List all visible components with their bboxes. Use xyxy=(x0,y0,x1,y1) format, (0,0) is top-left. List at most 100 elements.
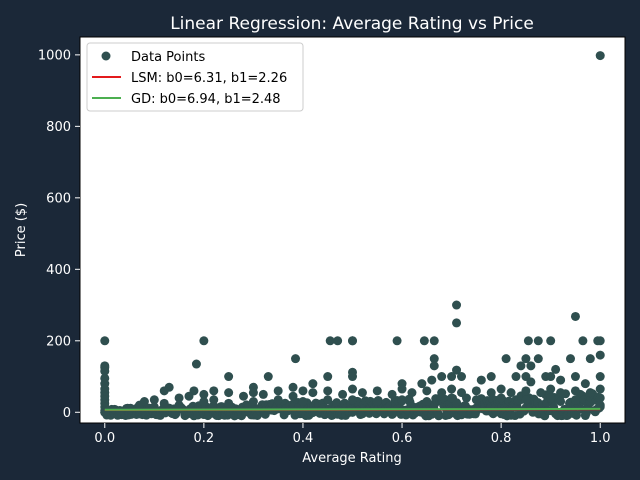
data-point xyxy=(546,372,556,382)
data-point xyxy=(419,336,429,346)
data-point xyxy=(191,359,201,369)
data-point xyxy=(427,375,437,385)
data-point xyxy=(387,389,397,399)
data-point xyxy=(533,354,543,364)
x-tick-label: 0.8 xyxy=(491,431,512,446)
y-tick-label: 600 xyxy=(46,191,71,206)
y-tick-label: 800 xyxy=(46,120,71,135)
data-point xyxy=(566,354,575,364)
data-point xyxy=(308,388,318,398)
data-point xyxy=(546,393,556,403)
data-point xyxy=(556,396,566,406)
data-point xyxy=(570,372,580,382)
data-point xyxy=(595,51,605,61)
data-point xyxy=(521,354,531,364)
y-tick-label: 400 xyxy=(46,263,71,278)
data-point xyxy=(595,384,605,394)
data-point xyxy=(580,379,590,389)
x-axis-ticks: 0.0 0.2 0.4 0.6 0.8 1.0 xyxy=(94,423,611,446)
plot-frame xyxy=(79,36,626,424)
data-point xyxy=(595,393,605,403)
data-point xyxy=(486,388,496,398)
data-point xyxy=(323,386,333,396)
data-point xyxy=(496,393,506,403)
data-point xyxy=(447,393,457,403)
data-point xyxy=(397,384,407,394)
data-point xyxy=(407,388,417,398)
data-point xyxy=(184,391,194,401)
legend-marker-data-points xyxy=(101,51,111,61)
data-point xyxy=(323,372,333,382)
data-point xyxy=(291,354,301,364)
data-point xyxy=(447,384,457,394)
data-point xyxy=(452,318,462,328)
chart-title: Linear Regression: Average Rating vs Pri… xyxy=(170,14,534,34)
data-point xyxy=(422,397,432,407)
data-point xyxy=(209,386,219,396)
data-point xyxy=(159,386,169,396)
data-point xyxy=(595,400,605,410)
legend-label-gd: GD: b0=6.94, b1=2.48 xyxy=(131,92,281,107)
data-point xyxy=(452,300,462,310)
data-point xyxy=(595,372,605,382)
plot-area xyxy=(79,36,626,424)
data-point xyxy=(224,372,234,382)
data-point xyxy=(595,350,605,360)
legend-box xyxy=(86,42,304,112)
data-point xyxy=(239,391,248,401)
data-point xyxy=(392,336,402,346)
data-point xyxy=(578,336,588,346)
data-point xyxy=(357,388,367,398)
data-point xyxy=(585,388,595,398)
data-point xyxy=(199,336,209,346)
data-point xyxy=(288,382,298,392)
data-point xyxy=(585,354,595,364)
data-point xyxy=(471,395,481,405)
regression-lines-layer xyxy=(104,407,601,412)
data-point xyxy=(325,336,335,346)
y-tick-label: 0 xyxy=(63,406,71,421)
data-point xyxy=(526,361,536,371)
y-tick-label: 200 xyxy=(46,334,71,349)
data-point xyxy=(437,372,447,382)
data-point xyxy=(570,311,580,321)
data-point xyxy=(323,395,333,405)
data-point xyxy=(429,354,439,364)
data-point xyxy=(429,336,439,346)
data-point xyxy=(570,386,580,396)
legend-label-data-points: Data Points xyxy=(131,50,205,65)
x-tick-label: 1.0 xyxy=(590,431,611,446)
data-point xyxy=(511,372,521,382)
data-point xyxy=(248,388,258,398)
data-point xyxy=(457,388,466,398)
data-point xyxy=(501,354,511,364)
x-tick-label: 0.6 xyxy=(392,431,413,446)
legend-label-lsm: LSM: b0=6.31, b1=2.26 xyxy=(131,71,287,86)
data-point xyxy=(209,395,219,405)
data-point xyxy=(125,404,135,414)
data-point xyxy=(476,375,486,385)
data-point xyxy=(506,388,516,398)
data-point xyxy=(521,386,531,396)
data-point xyxy=(551,364,561,374)
data-point xyxy=(452,365,462,375)
data-point xyxy=(397,395,407,405)
data-point xyxy=(348,372,357,382)
data-point xyxy=(199,389,209,399)
data-point xyxy=(571,410,581,420)
data-point xyxy=(422,386,432,396)
data-point xyxy=(556,388,566,398)
data-point xyxy=(273,395,283,405)
data-point xyxy=(308,379,318,389)
data-point xyxy=(149,395,159,405)
data-point xyxy=(224,398,234,408)
data-point xyxy=(434,411,444,421)
data-point xyxy=(174,393,184,403)
data-point xyxy=(332,398,342,408)
data-point xyxy=(298,397,308,407)
data-point xyxy=(447,372,457,382)
x-axis-label: Average Rating xyxy=(302,451,401,466)
data-point xyxy=(570,395,580,405)
data-point xyxy=(533,336,543,346)
data-point xyxy=(248,397,258,407)
